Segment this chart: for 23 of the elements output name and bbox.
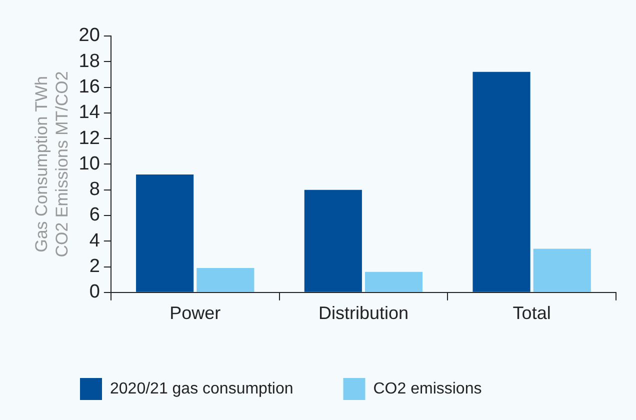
legend-label: CO2 emissions	[373, 380, 482, 398]
legend-label: 2020/21 gas consumption	[110, 380, 294, 398]
bar	[472, 72, 530, 292]
bar	[196, 268, 254, 292]
x-tick-label: Total	[512, 303, 551, 324]
y-tick-label: 6	[89, 204, 100, 226]
y-tick-label: 14	[78, 102, 100, 124]
y-tick-label: 18	[78, 50, 100, 72]
y-tick-label: 20	[78, 25, 100, 46]
bar	[364, 272, 423, 292]
bar	[136, 174, 194, 292]
y-tick-label: 10	[78, 153, 100, 174]
y-tick-label: 8	[89, 179, 100, 200]
x-tick-label: Distribution	[318, 303, 408, 324]
y-tick-label: 16	[78, 76, 100, 98]
bar	[304, 190, 362, 292]
y-axis-title: Gas Consumption TWh CO2 Emissions MT/CO2	[32, 71, 72, 258]
y-tick-label: 0	[89, 282, 100, 303]
x-tick-label: Power	[170, 303, 221, 324]
y-tick-label: 4	[89, 230, 100, 252]
y-tick-label: 12	[78, 128, 100, 149]
y-tick-label: 2	[89, 256, 100, 277]
bar	[533, 248, 591, 292]
